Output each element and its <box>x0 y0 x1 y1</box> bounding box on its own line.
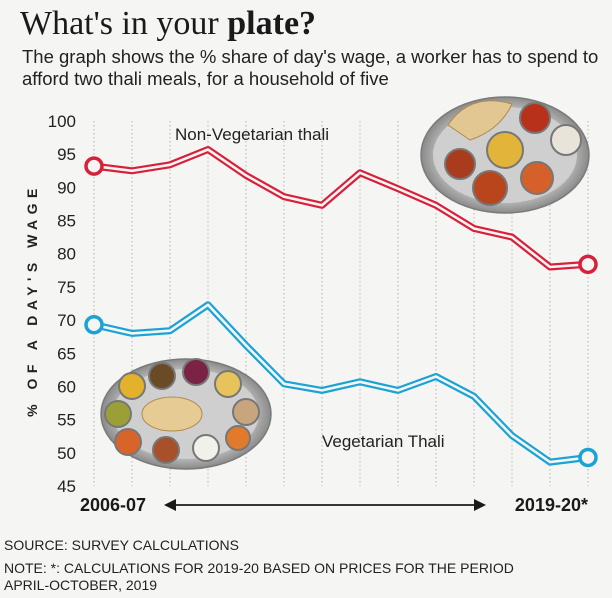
y-tick-100: 100 <box>48 112 76 131</box>
series-1-point-13 <box>578 447 598 468</box>
veg-thali-illustration <box>100 358 272 470</box>
y-tick-65: 65 <box>57 344 76 363</box>
series-layer <box>84 146 598 468</box>
title-bold: plate? <box>227 5 317 42</box>
series-1-point-0 <box>84 314 104 335</box>
y-tick-75: 75 <box>57 278 76 297</box>
y-tick-80: 80 <box>57 245 76 264</box>
y-tick-60: 60 <box>57 377 76 396</box>
series-labels: Non-Vegetarian thali Vegetarian Thali <box>175 125 445 451</box>
series-0-point-13 <box>578 254 598 275</box>
page-title: What's in your plate? <box>20 4 316 44</box>
y-tick-45: 45 <box>57 477 76 496</box>
title-regular: What's in your <box>20 5 228 42</box>
source-note: SOURCE: SURVEY CALCULATIONS <box>4 537 239 553</box>
x-start-label: 2006-07 <box>80 495 146 515</box>
series-line-inner-1 <box>93 303 589 464</box>
non-veg-thali-illustration <box>420 96 590 214</box>
footnote-line-1: NOTE: *: CALCULATIONS FOR 2019-20 BASED … <box>4 560 514 576</box>
series-label-1: Vegetarian Thali <box>322 432 445 451</box>
series-label-0: Non-Vegetarian thali <box>175 125 329 144</box>
y-tick-55: 55 <box>57 411 76 430</box>
x-end-label: 2019-20* <box>515 495 588 515</box>
period-range-arrow <box>164 499 486 511</box>
y-tick-85: 85 <box>57 212 76 231</box>
y-tick-labels: 45 50 55 60 65 70 75 80 85 90 95 100 <box>48 112 76 496</box>
footnote-line-2: APRIL-OCTOBER, 2019 <box>4 577 158 593</box>
y-tick-70: 70 <box>57 311 76 330</box>
series-line-inner-0 <box>93 148 589 269</box>
series-0-point-0 <box>84 156 104 176</box>
y-tick-90: 90 <box>57 178 76 197</box>
y-tick-95: 95 <box>57 145 76 164</box>
chart-subtitle: The graph shows the % share of day's wag… <box>22 46 599 89</box>
y-tick-50: 50 <box>57 444 76 463</box>
